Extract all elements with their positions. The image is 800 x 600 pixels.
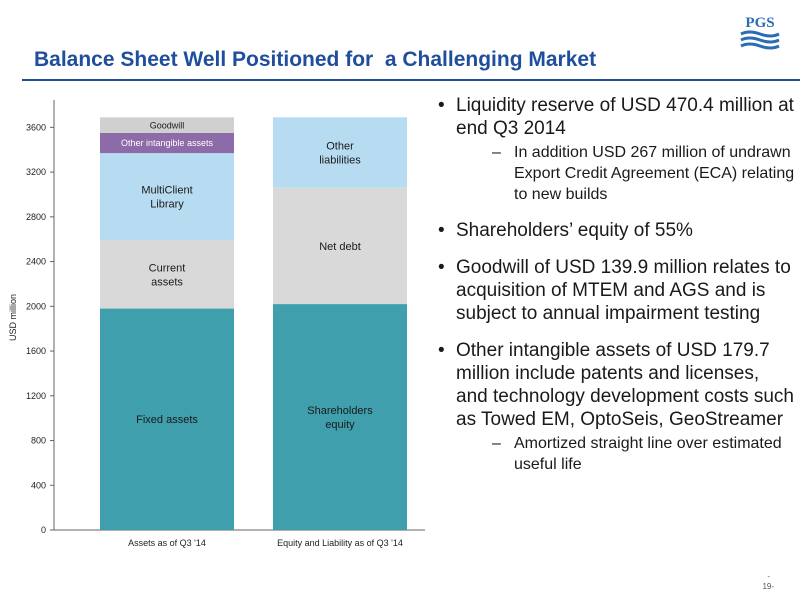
y-tick-label: 800 [31, 436, 46, 446]
y-tick-label: 3200 [26, 167, 46, 177]
y-tick-label: 0 [41, 525, 46, 535]
y-tick-label: 3600 [26, 122, 46, 132]
bullet-item: Other intangible assets of USD 179.7 mil… [436, 339, 796, 475]
bar-segment [100, 240, 234, 309]
bullet-text: Goodwill of USD 139.9 million relates to… [456, 257, 791, 324]
y-tick-label: 1200 [26, 391, 46, 401]
sub-bullet-text: In addition USD 267 million of undrawn E… [514, 144, 795, 203]
bullet-item: Shareholders’ equity of 55% [436, 219, 796, 242]
sub-bullet-text: Amortized straight line over estimated u… [514, 435, 782, 473]
bar-segment [100, 132, 234, 154]
bullet-item: Goodwill of USD 139.9 million relates to… [436, 256, 796, 325]
bullet-item: Liquidity reserve of USD 470.4 million a… [436, 94, 796, 205]
y-tick-label: 1600 [26, 346, 46, 356]
bar-segment [100, 117, 234, 133]
pgs-logo: PGS [738, 10, 782, 52]
bar-segment [273, 117, 407, 188]
segment-label: Fixed assets [136, 414, 198, 426]
segment-label: Shareholders equity [307, 405, 373, 431]
segment-label: Current assets [149, 262, 186, 288]
y-tick-label: 2800 [26, 212, 46, 222]
segment-label: Other liabilities [319, 140, 361, 166]
balance-sheet-chart: 0 400 800 1200 1600 2000 2400 2800 3200 3600 USD m… [8, 100, 425, 548]
y-tick-label: 2400 [26, 257, 46, 267]
page-number: 19- [762, 582, 774, 591]
pgs-logo-text: PGS [745, 15, 774, 31]
bar-segment [100, 153, 234, 241]
segment-label: Net debt [319, 241, 361, 253]
bar-segment [100, 308, 234, 530]
bar-segment [273, 187, 407, 305]
bar-segment [273, 304, 407, 530]
category-label: Equity and Liability as of Q3 '14 [277, 538, 403, 548]
sub-bullet-item: – Amortized straight line over estimated … [492, 435, 782, 473]
title-rule [22, 79, 800, 81]
bullet-text: Other intangible assets of USD 179.7 mil… [456, 340, 794, 430]
bullet-text: Liquidity reserve of USD 470.4 million a… [456, 95, 794, 139]
y-tick-label: 2000 [26, 301, 46, 311]
segment-label: Goodwill [150, 120, 185, 130]
y-tick-label: 400 [31, 480, 46, 490]
segment-label: MultiClient Library [141, 185, 192, 211]
segment-label: Other intangible assets [121, 138, 214, 148]
page-dot: - [767, 572, 770, 581]
bullet-list: Liquidity reserve of USD 470.4 million a… [436, 94, 796, 489]
bullet-text: Shareholders’ equity of 55% [456, 220, 693, 241]
y-axis-label: USD million [8, 294, 18, 341]
slide-title: Balance Sheet Well Positioned for a Chal… [34, 48, 597, 71]
sub-bullet-item: – In addition USD 267 million of undrawn … [492, 144, 795, 203]
category-label: Assets as of Q3 '14 [128, 538, 206, 548]
